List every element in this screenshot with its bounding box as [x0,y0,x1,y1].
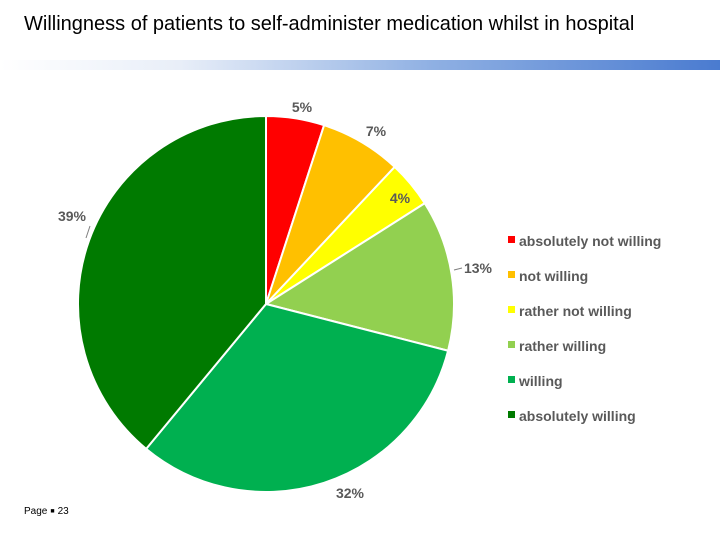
legend-swatch-willing [508,376,515,383]
pie-slice-rather-willing [263,201,455,352]
page-footer: Page ■ 23 [24,506,69,517]
legend-swatch-rather-not-willing [508,306,515,313]
value-label-rather-willing: 13% [464,260,493,276]
value-label-absolutely-not-willing: 5% [292,99,313,115]
value-label-willing: 32% [336,485,365,501]
leader-line [85,225,91,239]
pie-slice-absolutely-willing [77,114,267,451]
legend-label-rather-willing: rather willing [519,338,606,354]
legend-label-not-willing: not willing [519,268,588,284]
legend-label-absolutely-willing: absolutely willing [519,408,636,424]
value-label-absolutely-willing: 39% [58,208,87,224]
leader-line [453,267,463,271]
legend-swatch-rather-willing [508,341,515,348]
legend-swatch-not-willing [508,271,515,278]
page-title: Willingness of patients to self-administ… [24,13,635,35]
legend-label-absolutely-not-willing: absolutely not willing [519,233,661,249]
separator-bullet: ■ [50,507,55,515]
value-label-rather-not-willing: 4% [390,190,411,206]
legend-label-rather-not-willing: rather not willing [519,303,632,319]
page-number: 23 [57,506,69,517]
legend-swatch-absolutely-willing [508,411,515,418]
pie-slices [77,114,455,493]
legend-swatch-absolutely-not-willing [508,236,515,243]
pie-slice-willing [144,302,450,493]
title-underline-bar [0,60,720,70]
page-label: Page [24,506,48,517]
legend-label-willing: willing [518,373,563,389]
value-label-not-willing: 7% [366,123,387,139]
chart-legend: absolutely not willing not willing rather … [508,233,661,424]
pie-value-labels: 5% 7% 4% 13% 32% 39% [58,99,493,501]
